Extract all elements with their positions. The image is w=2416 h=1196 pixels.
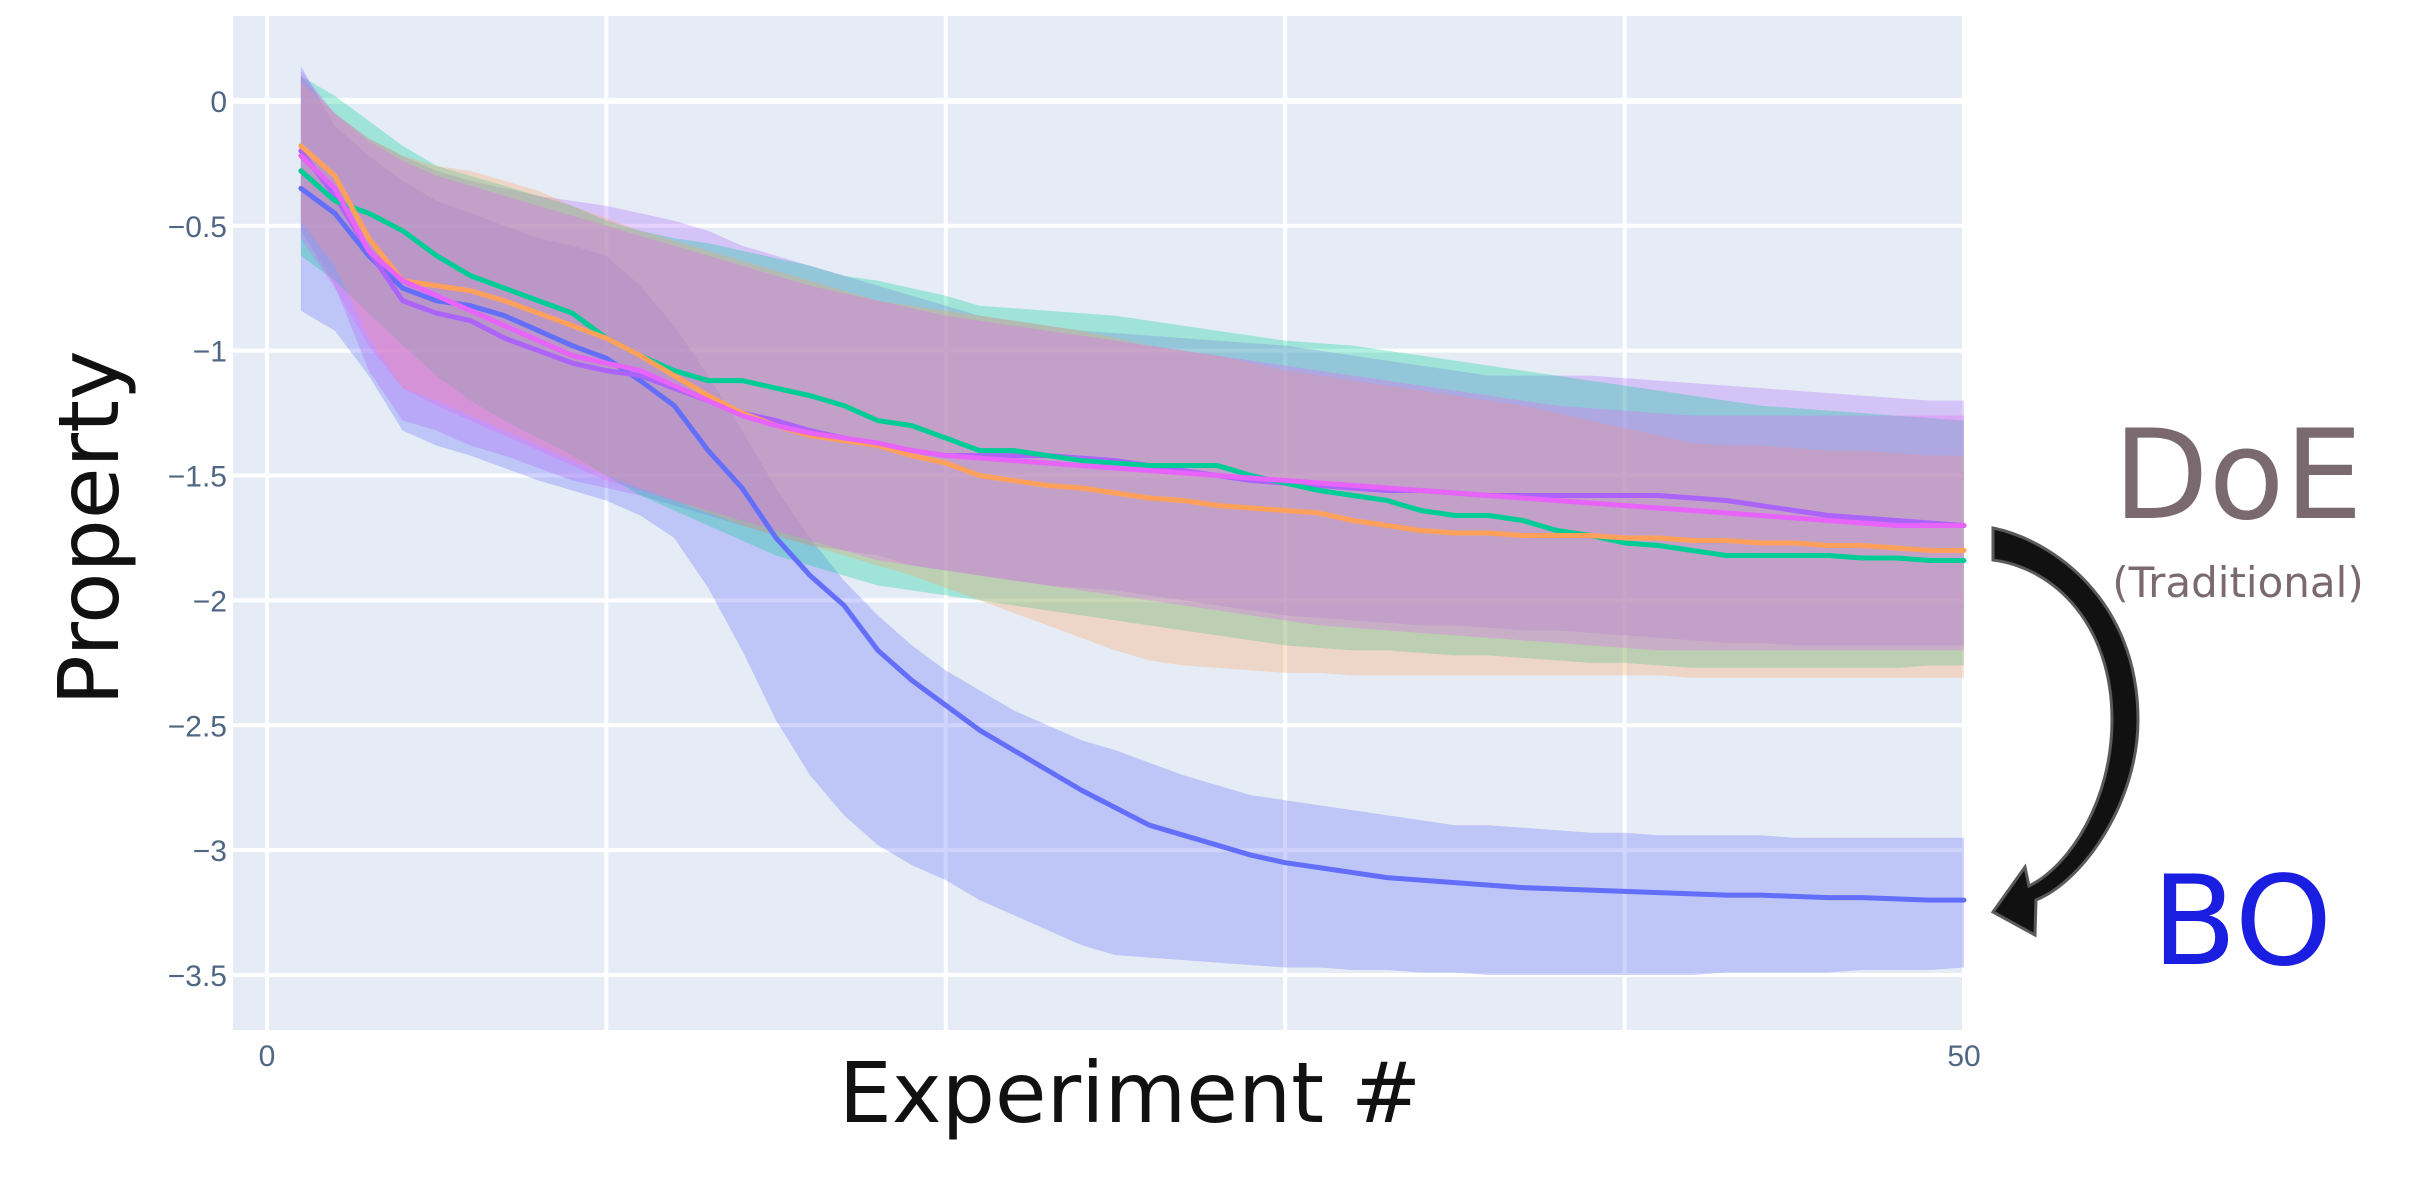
y-tick-label: −1.5 — [168, 461, 227, 494]
series-5-band — [300, 70, 1965, 651]
x-tick-labels: 0 50 — [259, 1040, 1981, 1073]
y-axis-title: Property — [40, 350, 138, 705]
series-1-line — [298, 185, 1967, 903]
y-tick-label: −1 — [193, 336, 227, 369]
y-tick-label: −2.5 — [168, 710, 227, 743]
y-tick-label: −3.5 — [168, 960, 227, 993]
doe-label: DoE — [2113, 404, 2363, 548]
x-axis-title: Experiment # — [839, 1044, 1421, 1142]
series-1-band — [300, 65, 1965, 976]
series-lines — [298, 143, 1967, 903]
y-tick-labels: 0 −0.5 −1 −1.5 −2 −2.5 −3 −3.5 — [168, 86, 227, 993]
series-3-band — [300, 75, 1965, 668]
doe-sublabel: (Traditional) — [2112, 558, 2363, 607]
y-tick-label: 0 — [210, 86, 227, 119]
bo-label: BO — [2152, 850, 2333, 994]
series-2-band — [300, 75, 1965, 646]
y-tick-label: −3 — [193, 835, 227, 868]
series-3-line — [298, 168, 1967, 563]
plot-background — [233, 16, 1964, 1030]
grid-lines — [233, 16, 1966, 1030]
series-4-line — [298, 143, 1967, 553]
curved-arrow-icon — [1990, 526, 2140, 938]
x-tick-label: 0 — [259, 1040, 276, 1073]
y-tick-label: −2 — [193, 585, 227, 618]
x-tick-label: 50 — [1947, 1040, 1980, 1073]
series-5-line — [298, 153, 1967, 528]
y-tick-label: −0.5 — [168, 211, 227, 244]
